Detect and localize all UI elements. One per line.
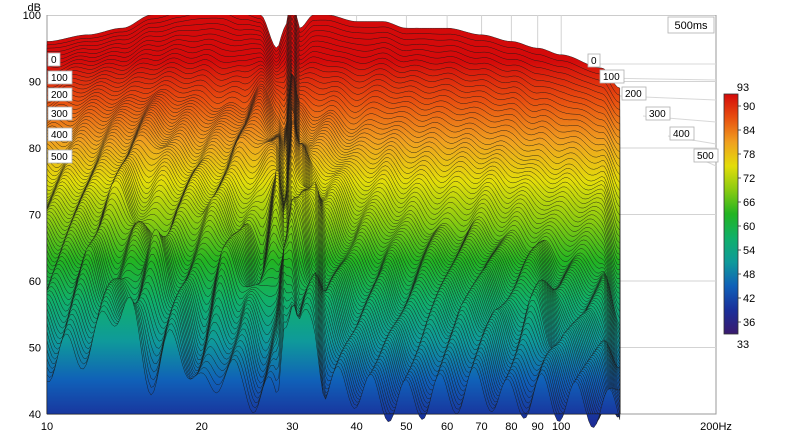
- waterfall-surface: [46, 0, 621, 428]
- colorbar-tick-label: 48: [743, 269, 755, 281]
- x-tick-label: 70: [475, 421, 487, 433]
- x-tick-label: 20: [196, 421, 208, 433]
- colorbar-scale: [723, 93, 739, 335]
- y-tick-label: 70: [29, 210, 41, 222]
- time-label-right: 0: [587, 53, 601, 68]
- time-label-left: 300: [47, 106, 73, 121]
- time-slice-labels: 0 0 100 100 200 200 300 300 400 400 500 500: [47, 52, 719, 164]
- time-label-left-text: 500: [51, 152, 68, 163]
- time-label-left-text: 300: [51, 109, 68, 120]
- time-label-right-text: 400: [673, 129, 690, 140]
- time-label-left: 200: [47, 87, 73, 102]
- time-window-label: 500ms: [667, 16, 715, 34]
- y-tick-label: 40: [29, 409, 41, 421]
- time-label-right: 400: [669, 126, 695, 141]
- y-tick-label: 80: [29, 143, 41, 155]
- x-tick-label: 40: [350, 421, 362, 433]
- colorbar-tick-label: 84: [743, 125, 755, 137]
- time-label-left: 500: [47, 149, 73, 164]
- colorbar-tick-label: 66: [743, 197, 755, 209]
- colorbar-tick-label: 60: [743, 221, 755, 233]
- colorbar-tick-label: 54: [743, 245, 755, 257]
- x-tick-label: 100: [552, 421, 570, 433]
- time-label-right: 100: [599, 69, 625, 84]
- y-tick-label: 100: [23, 10, 41, 22]
- time-label-right: 200: [621, 86, 647, 101]
- x-tick-label: 50: [400, 421, 412, 433]
- y-axis-label: dB: [28, 2, 41, 14]
- time-label-right: 300: [645, 106, 671, 121]
- time-label-left-text: 400: [51, 130, 68, 141]
- colorbar-min-label: 33: [737, 339, 749, 351]
- x-tick-label: 200Hz: [700, 421, 732, 433]
- time-label-left-text: 100: [51, 73, 68, 84]
- x-tick-label: 60: [441, 421, 453, 433]
- time-label-right-text: 0: [591, 56, 597, 67]
- time-label-right-text: 200: [625, 89, 642, 100]
- x-tick-label: 10: [41, 421, 53, 433]
- colorbar-tick-label: 72: [743, 173, 755, 185]
- time-label-left-text: 0: [51, 55, 57, 66]
- x-tick-label: 80: [505, 421, 517, 433]
- colorbar-tick-label: 42: [743, 293, 755, 305]
- colorbar-tick-label: 78: [743, 149, 755, 161]
- time-label-right-text: 100: [603, 72, 620, 83]
- time-label-left: 100: [47, 70, 73, 85]
- time-label-right-text: 500: [697, 151, 714, 162]
- colorbar-max-label: 93: [737, 82, 749, 94]
- time-label-left-text: 200: [51, 90, 68, 101]
- colorbar-tick-label: 36: [743, 317, 755, 329]
- colorbar: 93 33 36 42 48 54 60 66 72 78 84 90: [723, 82, 755, 351]
- colorbar-tick-label: 90: [743, 101, 755, 113]
- y-tick-label: 60: [29, 276, 41, 288]
- time-label-right-text: 300: [649, 109, 666, 120]
- waterfall-slice: [46, 296, 621, 428]
- time-label-left: 400: [47, 127, 73, 142]
- time-window-text: 500ms: [674, 20, 708, 32]
- y-tick-label: 50: [29, 343, 41, 355]
- time-label-right: 500: [693, 148, 719, 163]
- time-label-left: 0: [47, 52, 61, 67]
- x-tick-label: 90: [532, 421, 544, 433]
- y-tick-label: 90: [29, 77, 41, 89]
- x-tick-label: 30: [286, 421, 298, 433]
